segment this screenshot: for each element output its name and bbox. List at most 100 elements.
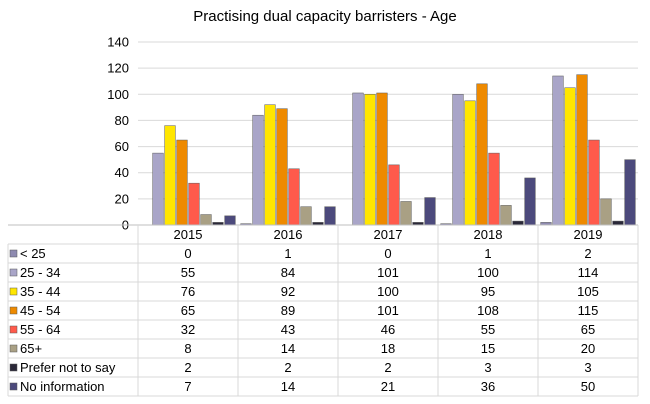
data-label: 76 — [181, 284, 195, 299]
bar — [388, 164, 400, 226]
data-label: 55 — [181, 265, 195, 280]
data-label: 20 — [581, 341, 595, 356]
legend-label: < 25 — [20, 246, 46, 261]
data-label: 114 — [578, 265, 599, 280]
x-tick-label: 2017 — [374, 227, 403, 242]
data-label: 100 — [477, 265, 499, 280]
bar — [512, 220, 524, 226]
bar — [376, 92, 388, 226]
data-label: 55 — [481, 322, 495, 337]
bar — [464, 100, 476, 226]
data-label: 1 — [484, 246, 491, 261]
data-label: 100 — [377, 284, 399, 299]
bar — [552, 75, 564, 226]
data-label: 2 — [184, 360, 191, 375]
bar — [288, 168, 300, 226]
data-label: 21 — [381, 379, 395, 394]
x-tick-label: 2018 — [474, 227, 503, 242]
data-label: 108 — [477, 303, 499, 318]
bar — [476, 83, 488, 226]
data-label: 3 — [584, 360, 591, 375]
bar — [500, 205, 512, 226]
bar — [564, 87, 576, 226]
bar — [576, 74, 588, 226]
y-tick-label: 20 — [115, 191, 129, 206]
legend-label: 25 - 34 — [20, 265, 60, 280]
bar — [364, 94, 376, 226]
bar — [324, 206, 336, 226]
bar — [400, 201, 412, 226]
bar — [300, 206, 312, 226]
data-label: 3 — [484, 360, 491, 375]
bar — [588, 139, 600, 226]
data-label: 2 — [384, 360, 391, 375]
bar — [452, 94, 464, 226]
data-label: 89 — [281, 303, 295, 318]
chart-title: Practising dual capacity barristers - Ag… — [193, 8, 457, 25]
bar — [612, 220, 624, 226]
y-tick-label: 120 — [107, 61, 129, 76]
data-label: 36 — [481, 379, 495, 394]
data-label: 0 — [184, 246, 191, 261]
data-label: 105 — [577, 284, 599, 299]
data-label: 115 — [578, 303, 599, 318]
y-tick-label: 40 — [115, 165, 129, 180]
data-label: 14 — [281, 341, 295, 356]
data-label: 0 — [384, 246, 391, 261]
bar — [600, 198, 612, 226]
legend-label: Prefer not to say — [20, 360, 116, 375]
legend-swatch — [9, 363, 18, 372]
data-label: 8 — [184, 341, 191, 356]
y-tick-label: 140 — [107, 35, 129, 50]
legend-swatch — [9, 325, 18, 334]
legend-swatch — [9, 249, 18, 258]
y-tick-label: 60 — [115, 139, 129, 154]
y-tick-label: 80 — [115, 113, 129, 128]
data-label: 14 — [281, 379, 295, 394]
data-label: 32 — [181, 322, 195, 337]
bar — [276, 108, 288, 226]
legend-swatch — [9, 344, 18, 353]
legend-label: 35 - 44 — [20, 284, 60, 299]
bar — [176, 139, 188, 226]
bar — [488, 152, 500, 226]
bar — [188, 182, 200, 226]
y-tick-label: 100 — [107, 87, 129, 102]
data-label: 18 — [381, 341, 395, 356]
legend-swatch — [9, 382, 18, 391]
legend-label: 45 - 54 — [20, 303, 60, 318]
data-label: 2 — [584, 246, 591, 261]
legend-label: No information — [20, 379, 105, 394]
data-label: 101 — [377, 303, 399, 318]
data-label: 2 — [284, 360, 291, 375]
bar — [352, 92, 364, 226]
x-tick-label: 2019 — [574, 227, 603, 242]
bar — [424, 197, 436, 226]
bar — [152, 152, 164, 226]
bar — [264, 104, 276, 226]
data-label: 50 — [581, 379, 595, 394]
legend-swatch — [9, 268, 18, 277]
data-label: 15 — [481, 341, 495, 356]
x-tick-label: 2016 — [274, 227, 303, 242]
data-label: 1 — [284, 246, 291, 261]
data-label: 7 — [184, 379, 191, 394]
x-tick-label: 2015 — [174, 227, 203, 242]
data-label: 95 — [481, 284, 495, 299]
bar — [624, 159, 636, 226]
bar — [200, 214, 212, 226]
bar — [164, 125, 176, 226]
data-label: 46 — [381, 322, 395, 337]
legend-swatch — [9, 287, 18, 296]
data-label: 65 — [181, 303, 195, 318]
data-label: 101 — [377, 265, 399, 280]
bar — [252, 114, 264, 226]
data-label: 43 — [281, 322, 295, 337]
data-label: 65 — [581, 322, 595, 337]
data-label: 92 — [281, 284, 295, 299]
legend-label: 55 - 64 — [20, 322, 60, 337]
legend-label: 65+ — [20, 341, 42, 356]
bar — [524, 177, 536, 226]
data-label: 84 — [281, 265, 295, 280]
